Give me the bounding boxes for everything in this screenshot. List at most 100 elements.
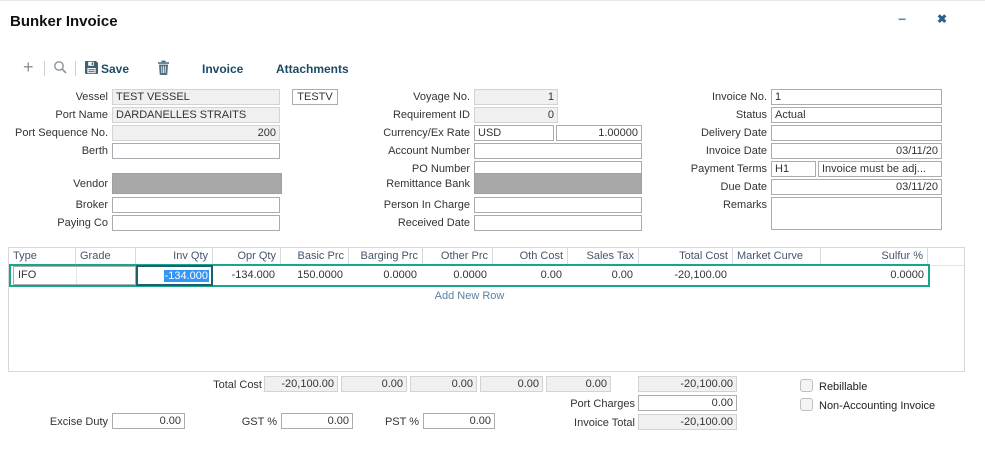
col-header-inv-qty[interactable]: Inv Qty [136,248,213,265]
port-charges-field[interactable]: 0.00 [638,395,737,411]
selected-text: -134.000 [163,269,209,282]
col-header-total-cost[interactable]: Total Cost [639,248,733,265]
top-divider [0,0,985,1]
table-row[interactable]: IFO -134.000 -134.000 150.0000 0.0000 0.… [9,264,930,287]
col-header-grade[interactable]: Grade [76,248,136,265]
berth-field[interactable] [112,143,280,159]
requirement-id-label: Requirement ID [392,109,470,121]
col-header-basic-prc[interactable]: Basic Prc [281,248,349,265]
col-header-sulfur[interactable]: Sulfur % [821,248,928,265]
paying-co-label: Paying Co [57,217,108,229]
requirement-id-field: 0 [474,107,558,123]
gst-label: GST % [241,416,277,428]
cell-grade[interactable] [77,267,135,284]
close-icon[interactable]: ✖ [937,12,948,26]
remittance-bank-label: Remittance Bank [386,178,470,190]
non-accounting-label: Non-Accounting Invoice [819,400,936,412]
gst-field[interactable]: 0.00 [281,413,353,429]
payment-terms-desc-field[interactable]: Invoice must be adj... [818,161,942,177]
due-date-field[interactable]: 03/11/20 [771,179,942,195]
total-cost-other: 0.00 [410,376,477,392]
received-date-field[interactable] [474,215,642,231]
payment-terms-label: Payment Terms [690,163,767,175]
port-name-field: DARDANELLES STRAITS [112,107,280,123]
add-icon[interactable]: + [23,57,34,77]
col-header-market-curve[interactable]: Market Curve [733,248,821,265]
vessel-field: TEST VESSEL [112,89,280,105]
pst-field[interactable]: 0.00 [423,413,495,429]
port-charges-label: Port Charges [570,398,635,410]
remarks-field[interactable] [771,197,942,230]
person-in-charge-field[interactable] [474,197,642,213]
vendor-field [112,173,282,194]
search-icon[interactable] [53,60,68,75]
cell-other-prc[interactable]: 0.0000 [453,269,487,281]
account-number-label: Account Number [388,145,470,157]
po-number-label: PO Number [411,163,470,175]
bunker-lines-grid: Type Grade Inv Qty Opr Qty Basic Prc Bar… [8,247,965,372]
cell-basic-prc[interactable]: 150.0000 [297,269,343,281]
vessel-code-field[interactable]: TESTV [292,89,338,105]
excise-duty-label: Excise Duty [49,416,108,428]
currency-field[interactable]: USD [474,125,554,141]
ex-rate-field[interactable]: 1.00000 [556,125,642,141]
cell-sulfur[interactable]: 0.0000 [890,269,924,281]
payment-terms-code-field[interactable]: H1 [771,161,816,177]
col-header-barging-prc[interactable]: Barging Prc [349,248,423,265]
broker-field[interactable] [112,197,280,213]
remittance-bank-field [474,173,642,194]
col-header-opr-qty[interactable]: Opr Qty [213,248,281,265]
invoice-no-field[interactable]: 1 [771,89,942,105]
total-cost-tax: 0.00 [546,376,611,392]
excise-duty-field[interactable]: 0.00 [112,413,185,429]
voyage-no-label: Voyage No. [413,91,470,103]
account-number-field[interactable] [474,143,642,159]
total-cost-label: Total Cost [213,379,262,391]
non-accounting-checkbox[interactable] [800,398,813,411]
invoice-button[interactable]: Invoice [202,62,244,76]
cell-barging-prc[interactable]: 0.0000 [383,269,417,281]
attachments-button[interactable]: Attachments [276,62,349,76]
cell-inv-qty[interactable]: -134.000 [136,265,213,286]
berth-label: Berth [81,145,108,157]
save-button[interactable]: Save [101,62,130,76]
due-date-label: Due Date [720,181,767,193]
total-cost-oth: 0.00 [480,376,543,392]
received-date-label: Received Date [397,217,470,229]
cell-opr-qty[interactable]: -134.000 [231,269,275,281]
invoice-date-field[interactable]: 03/11/20 [771,143,942,159]
vessel-label: Vessel [75,91,108,103]
port-sequence-no-label: Port Sequence No. [15,127,108,139]
cell-type[interactable]: IFO [14,267,77,284]
cell-sales-tax[interactable]: 0.00 [611,269,633,281]
delivery-date-field[interactable] [771,125,942,141]
invoice-no-label: Invoice No. [711,91,767,103]
status-field[interactable]: Actual [771,107,942,123]
save-icon[interactable] [85,61,98,74]
voyage-no-field: 1 [474,89,558,105]
add-new-row-button[interactable]: Add New Row [434,290,505,302]
delete-icon[interactable] [157,60,170,75]
invoice-date-label: Invoice Date [705,145,767,157]
minimize-icon[interactable]: − [898,11,907,27]
page-title: Bunker Invoice [10,13,118,30]
cell-oth-cost[interactable]: 0.00 [540,269,562,281]
col-header-filler [928,248,964,265]
col-header-oth-cost[interactable]: Oth Cost [493,248,568,265]
cell-total-cost[interactable]: -20,100.00 [674,269,727,281]
delivery-date-label: Delivery Date [700,127,767,139]
rebillable-checkbox[interactable] [800,379,813,392]
person-in-charge-label: Person In Charge [383,199,470,211]
col-header-type[interactable]: Type [9,248,76,265]
total-cost-basic: -20,100.00 [264,376,338,392]
status-label: Status [735,109,767,121]
total-cost-sum: -20,100.00 [638,376,737,392]
broker-label: Broker [75,199,108,211]
col-header-sales-tax[interactable]: Sales Tax [568,248,639,265]
type-grade-cells: IFO [13,266,136,285]
port-name-label: Port Name [55,109,108,121]
port-sequence-no-field: 200 [112,125,280,141]
col-header-other-prc[interactable]: Other Prc [423,248,493,265]
paying-co-field[interactable] [112,215,280,231]
